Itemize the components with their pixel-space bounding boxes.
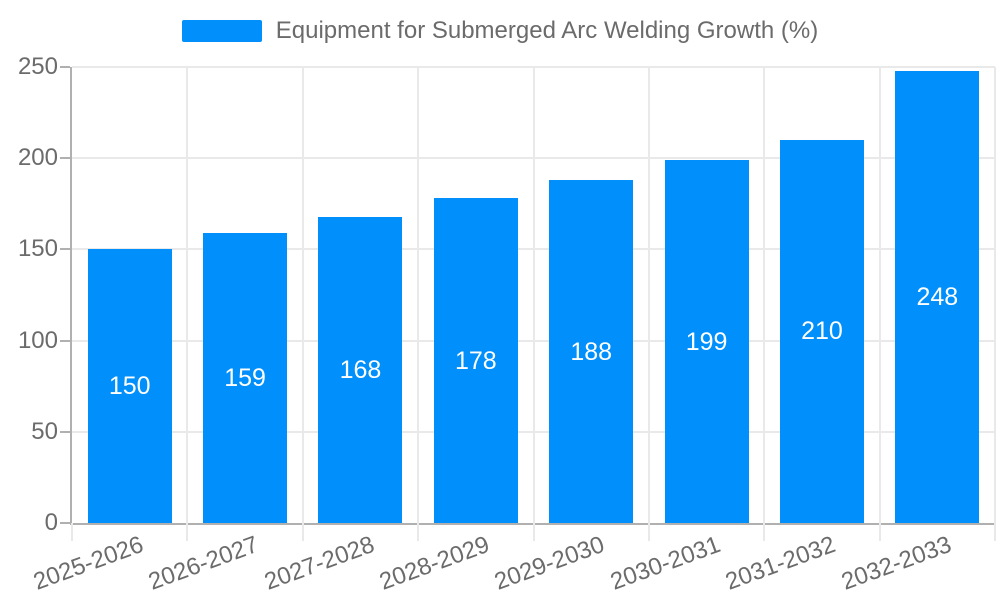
bar-value-label: 150 [108,372,151,401]
x-axis-tick-label: 2029-2030 [491,531,609,596]
bar[interactable] [779,139,864,523]
y-axis: 0 50 100 150 200 250 [0,53,58,536]
y-axis-tick [60,430,70,433]
gridline-vertical [647,67,650,523]
bar-value-label: 168 [339,355,382,384]
legend: Equipment for Submerged Arc Welding Grow… [0,17,1000,45]
x-axis-tick [186,523,189,541]
y-axis-tick [60,339,70,342]
bar-value-label: 178 [454,346,497,375]
bar[interactable] [433,198,518,523]
x-axis-tick-label: 2027-2028 [260,531,378,596]
bar[interactable] [664,160,749,523]
x-axis-tick-label: 2030-2031 [606,531,724,596]
x-axis: 2025-2026 2026-2027 2027-2028 2028-2029 2029… [30,531,995,600]
x-axis-tick [763,523,766,541]
gridline-vertical [878,67,881,523]
legend-marker-icon [181,20,262,42]
plot-area: 150 159 168 178 188 199 210 248 [60,66,996,541]
bar[interactable] [549,180,634,523]
bar-value-label: 210 [801,317,843,346]
bar[interactable] [203,232,288,523]
x-axis-tick-label: 2028-2029 [375,531,494,596]
x-axis-tick [878,523,881,541]
gridline-vertical [417,67,420,523]
gridline-vertical [532,67,535,523]
legend-label: Equipment for Submerged Arc Welding Grow… [275,17,819,44]
gridline-vertical [763,67,766,523]
legend-item[interactable]: Equipment for Submerged Arc Welding Grow… [181,17,819,45]
gridline-vertical [301,67,304,523]
x-axis-tick-label: 2032-2033 [837,531,955,596]
bar[interactable] [895,70,980,523]
x-axis-tick-label: 2025-2026 [29,531,147,596]
x-axis-tick [417,523,420,541]
bar-value-label: 199 [685,327,728,356]
x-axis-tick-label: 2026-2027 [145,531,263,596]
y-axis-tick [60,66,70,68]
y-axis-tick-label: 0 [44,509,58,536]
y-axis-tick-label: 250 [17,53,58,80]
y-axis-tick [60,522,70,524]
bar[interactable] [318,216,403,523]
x-axis-tick-label: 2031-2032 [722,531,840,596]
bar-value-label: 159 [224,363,266,392]
x-axis-tick [71,523,73,541]
x-axis-tick [301,523,304,541]
x-axis-tick [994,523,996,541]
y-axis-tick-label: 100 [17,326,58,354]
gridline-vertical [186,67,189,523]
bar-value-label: 188 [570,337,613,366]
gridline-vertical [994,67,996,523]
y-axis-tick [60,157,70,160]
x-axis-tick [532,523,535,541]
x-axis-tick [647,523,650,541]
y-axis-tick-label: 50 [31,417,58,445]
y-axis-tick-label: 150 [17,235,58,263]
bar-value-label: 248 [916,282,959,311]
y-axis-tick [60,248,70,251]
y-axis-tick-label: 200 [17,144,58,172]
bar[interactable] [87,249,172,523]
y-axis-line [70,67,72,523]
